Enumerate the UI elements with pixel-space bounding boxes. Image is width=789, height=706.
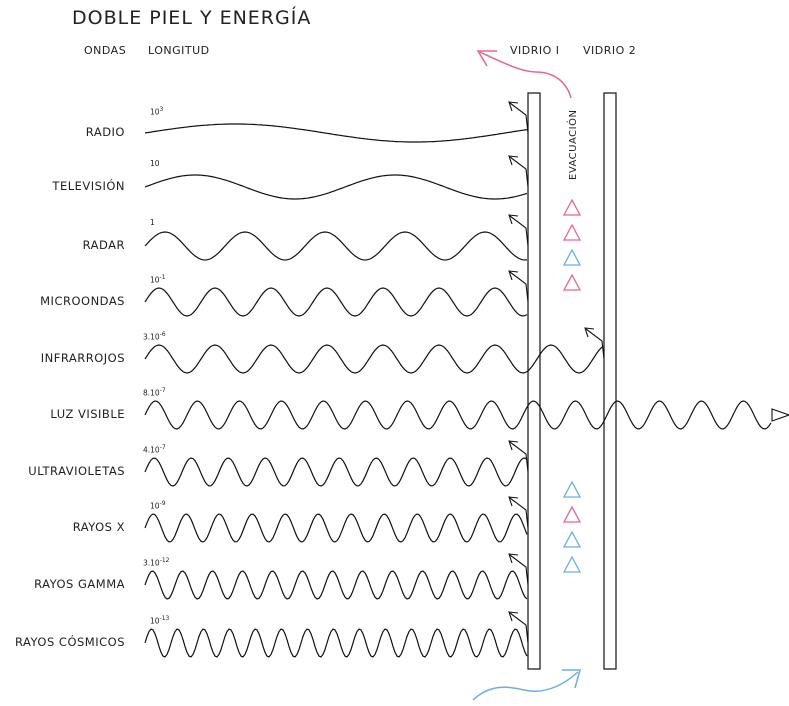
cool-air-in-arrowhead (562, 669, 581, 689)
reflection-arrowhead-radar (508, 214, 519, 225)
wave-radar (144, 231, 528, 261)
wave-ultravioletas (144, 457, 528, 487)
header-vidrio-2: VIDRIO 2 (583, 44, 637, 57)
wavelength-rayos-cosmicos: 10-13 (150, 615, 170, 626)
wave-luz-visible (144, 400, 772, 430)
thermal-triangle-lower-2 (562, 505, 582, 523)
thermal-triangle-upper-3 (562, 248, 582, 266)
wave-rayos-cosmicos (144, 628, 528, 658)
thermal-triangle-upper-1 (562, 198, 582, 216)
wave-television (144, 174, 528, 200)
header-ondas: ONDAS (84, 44, 127, 57)
wave-label-radar: RADAR (82, 238, 125, 252)
wave-microondas (144, 287, 528, 317)
thermal-triangle-lower-3 (562, 530, 582, 548)
reflection-arrow-infrarrojos (585, 328, 605, 360)
reflection-arrow-rayos-x (509, 497, 529, 529)
diagram-title: DOBLE PIEL Y ENERGÍA (72, 7, 312, 29)
wavelength-radar: 1 (150, 218, 155, 227)
evacuation-label: EVACUACIÓN (566, 110, 579, 180)
wavelength-television: 10 (150, 159, 160, 168)
reflection-arrowhead-rayos-x (508, 496, 519, 507)
wavelength-rayos-x: 10-9 (150, 500, 166, 511)
wave-rayos-x (144, 513, 528, 543)
wave-label-microondas: MICROONDAS (40, 294, 125, 308)
hot-air-out-arrowhead (476, 50, 497, 67)
wave-infrarrojos (144, 344, 604, 374)
glass-pane-2 (603, 92, 617, 670)
thermal-triangle-upper-2 (562, 223, 582, 241)
reflection-arrowhead-television (508, 155, 519, 166)
wave-label-luz-visible: LUZ VISIBLE (50, 407, 125, 421)
reflection-arrowhead-radio (508, 101, 519, 112)
wave-rayos-gamma (144, 570, 528, 600)
wavelength-luz-visible: 8.10-7 (143, 387, 166, 398)
thermal-triangle-lower-1 (562, 480, 582, 498)
reflection-arrowhead-rayos-gamma (508, 553, 519, 564)
header-longitud: LONGITUD (148, 44, 210, 57)
wave-label-rayos-x: RAYOS X (72, 520, 125, 534)
wavelength-radio: 103 (150, 106, 164, 117)
visible-light-exit-arrowhead (771, 408, 789, 422)
reflection-arrowhead-microondas (508, 270, 519, 281)
wavelength-ultravioletas: 4.10-7 (143, 444, 166, 455)
wavelength-rayos-gamma: 3.10-12 (143, 557, 170, 568)
wave-label-infrarrojos: INFRARROJOS (40, 351, 125, 365)
thermal-triangle-upper-4 (562, 273, 582, 291)
cool-air-in-arrow (472, 671, 579, 701)
wavelength-infrarrojos: 3.10-6 (143, 331, 166, 342)
header-vidrio-1: VIDRIO I (510, 44, 560, 57)
wave-label-rayos-gamma: RAYOS GAMMA (34, 577, 125, 591)
reflection-arrow-rayos-cosmicos (509, 612, 529, 644)
reflection-arrow-radio (509, 102, 529, 134)
reflection-arrowhead-ultravioletas (508, 440, 519, 451)
thermal-triangle-lower-4 (562, 555, 582, 573)
reflection-arrow-television (509, 156, 529, 188)
wave-radio (144, 123, 528, 143)
wave-label-ultravioletas: ULTRAVIOLETAS (28, 464, 125, 478)
reflection-arrow-microondas (509, 271, 529, 303)
hot-air-out-arrow (479, 51, 572, 99)
reflection-arrow-ultravioletas (509, 441, 529, 473)
glass-pane-1 (527, 92, 541, 670)
wave-label-rayos-cosmicos: RAYOS CÓSMICOS (15, 635, 125, 649)
reflection-arrowhead-infrarrojos (584, 327, 595, 338)
wavelength-microondas: 10-1 (150, 274, 166, 285)
reflection-arrow-radar (509, 215, 529, 247)
reflection-arrow-rayos-gamma (509, 554, 529, 586)
wave-label-radio: RADIO (85, 125, 125, 139)
reflection-arrowhead-rayos-cosmicos (508, 611, 519, 622)
wave-label-television: TELEVISIÓN (52, 179, 125, 193)
